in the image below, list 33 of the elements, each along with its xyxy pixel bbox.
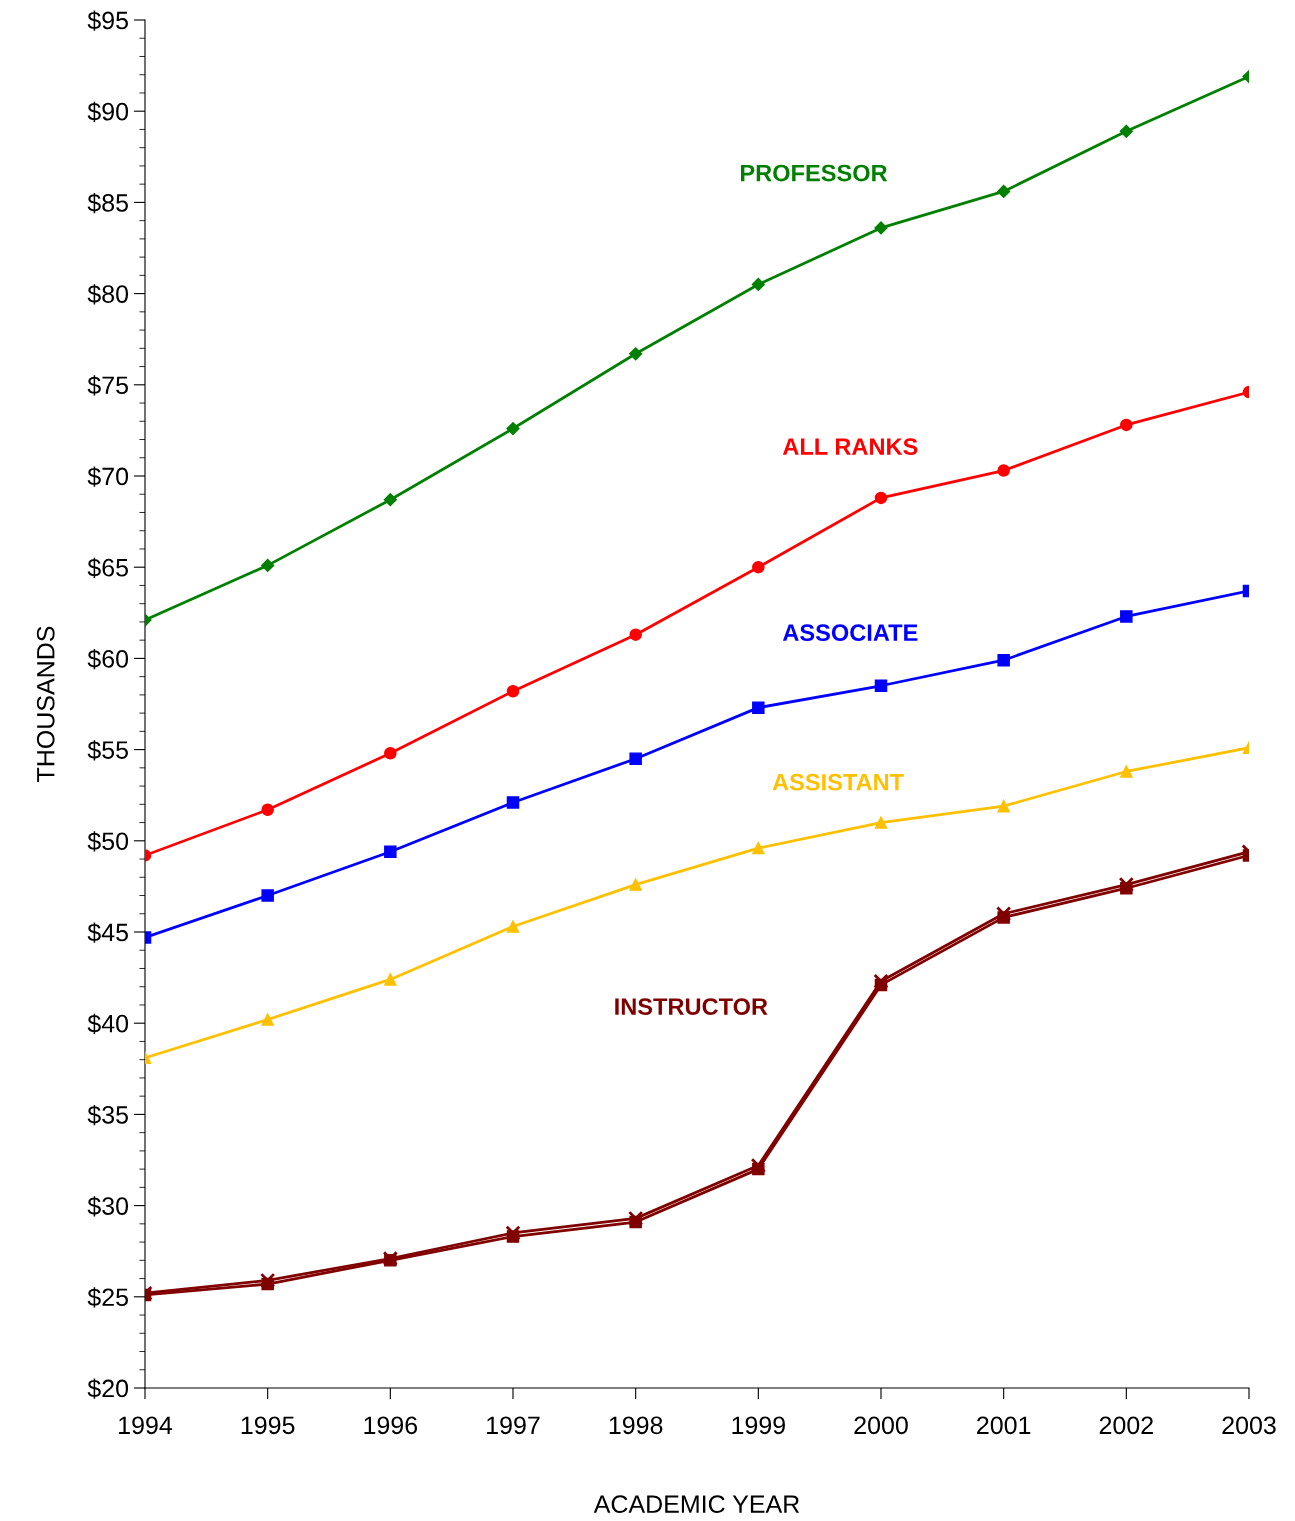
x-tick-label: 1998 [609,1416,663,1435]
x-axis-title: ACADEMIC YEAR [593,1495,800,1513]
y-tick-label: $25 [87,1287,128,1308]
y-tick-label: $30 [87,1196,129,1217]
y-tick-label: $95 [87,10,128,31]
series-label: ASSOCIATE [782,624,918,642]
x-tick-label: 2002 [1099,1416,1153,1435]
y-tick-label: $85 [87,192,128,214]
x-tick-label: 2001 [977,1416,1031,1435]
y-tick-label: $70 [87,466,129,487]
x-tick-label: 1994 [119,1416,173,1435]
y-tick-label: $90 [87,101,129,122]
y-tick-label: $45 [87,922,128,943]
y-tick-label: $55 [87,740,128,761]
y-tick-label: $60 [87,648,129,670]
y-tick-label: $50 [87,831,129,852]
text: INSTRUCTOR [615,998,768,1015]
y-tick-label: $35 [87,1104,128,1126]
y-tick-label: $20 [87,1378,129,1399]
x-tick-label: 2003 [1222,1416,1276,1435]
x-tick-label: 1996 [364,1416,418,1435]
x-tick-label: 1997 [487,1416,540,1435]
y-tick-label: $75 [87,375,128,396]
x-tick-label: 2000 [854,1416,908,1435]
y-tick-label: $80 [87,284,129,305]
series-label: ALL RANKS [782,438,918,455]
y-axis-title: THOUSANDS [36,626,55,782]
x-tick-label: 1995 [241,1416,295,1435]
x-tick-label: 1999 [732,1416,785,1435]
series-label: ASSISTANT [772,773,904,791]
y-tick-label: $40 [87,1013,129,1034]
y-tick-label: $65 [87,557,128,578]
series-label: PROFESSOR [740,164,888,182]
